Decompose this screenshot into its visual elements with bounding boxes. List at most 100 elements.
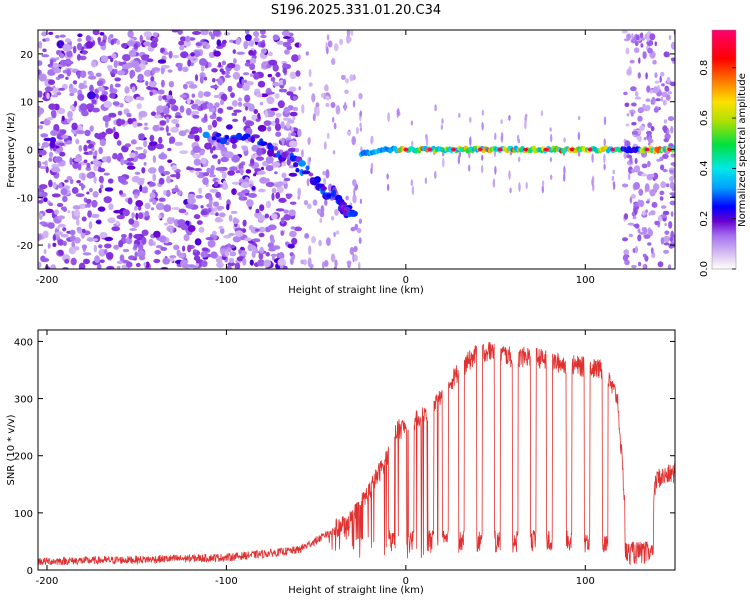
spectrogram-cell: [633, 165, 641, 173]
spectrogram-cell: [166, 95, 174, 100]
spectrogram-y-ticks: -20 -10 0 10 20: [17, 50, 675, 252]
spectrogram-cell: [639, 32, 644, 39]
spectrogram-cell: [286, 121, 290, 129]
spectrogram-cell: [603, 116, 607, 126]
spectrogram-cell: [103, 101, 113, 108]
spectrogram-cell: [230, 244, 236, 249]
spectrogram-cell: [634, 96, 642, 100]
spectrogram-cell: [60, 233, 69, 238]
spectrogram-cell: [143, 126, 149, 131]
spectrogram-cell: [643, 234, 651, 239]
spectrogram-cell: [458, 113, 461, 118]
spectrogram-cell: [651, 96, 656, 105]
spectrogram-cell: [56, 92, 62, 96]
spectrogram-cell: [637, 72, 641, 79]
spectrogram-cell: [289, 252, 294, 257]
spectrogram-cell: [668, 35, 672, 40]
spectrogram-cell: [210, 251, 218, 259]
spectrogram-cell: [88, 143, 94, 149]
spectrogram-cell: [58, 249, 64, 256]
spectrogram-cell: [288, 140, 298, 148]
spectrogram-cell: [291, 237, 298, 245]
spectrogram-cell: [240, 181, 250, 188]
spectrogram-cell: [120, 158, 125, 166]
spectrogram-cell: [220, 99, 224, 106]
spectrogram-cell: [267, 73, 273, 78]
spectrogram-cell: [43, 118, 51, 126]
spectrogram-cell: [285, 241, 290, 246]
spectrogram-cell: [58, 87, 66, 91]
spectrogram-cell: [550, 133, 553, 143]
spectrogram-cell: [494, 165, 497, 175]
spectrogram-cell: [631, 102, 637, 107]
spectrogram-cell: [49, 140, 56, 149]
spectrogram-cell: [194, 134, 200, 142]
spectrogram-cell: [113, 60, 118, 69]
spectrogram-cell: [182, 83, 188, 90]
spectrogram-cell: [649, 189, 656, 197]
spectrogram-cell: [89, 188, 93, 193]
spectrogram-cell: [133, 43, 139, 50]
spectrogram-cell: [295, 148, 299, 153]
spectrogram-cell: [249, 73, 254, 78]
spectrogram-cell: [242, 83, 250, 91]
spectrogram-cell: [288, 132, 292, 138]
spectrogram-cell: [258, 188, 266, 193]
spectrogram-cell: [63, 138, 68, 142]
spectrogram-cell: [99, 232, 108, 239]
spectrogram-cell: [56, 56, 60, 61]
spectrogram-cell: [141, 236, 147, 245]
spectrogram-cell: [193, 158, 202, 166]
spectrogram-cell: [127, 118, 133, 125]
spectrogram-cell: [267, 126, 272, 132]
spectrogram-cell: [178, 40, 185, 46]
spectrogram-cell: [56, 226, 61, 230]
spectrogram-cell: [272, 245, 281, 250]
spectrogram-cell: [210, 164, 215, 172]
snr-y-ticks: 0 100 200 300 400: [14, 337, 675, 577]
spectrogram-cell: [577, 131, 581, 141]
spectrogram-cell: [541, 185, 544, 194]
spectrogram-cell: [44, 86, 54, 92]
spectrogram-cell: [251, 250, 256, 258]
spectrogram-cell: [144, 202, 151, 210]
spectrogram-cell: [625, 47, 630, 55]
spectrogram-cell: [94, 150, 98, 157]
spectrogram-cell: [643, 137, 647, 141]
spectrogram-cell: [305, 165, 310, 171]
spectrogram-cell: [634, 90, 639, 97]
spectrogram-cell: [170, 126, 179, 133]
spectrogram-cell: [351, 136, 357, 146]
spectrogram-cell: [201, 247, 209, 252]
spectrogram-cell: [62, 227, 67, 232]
spectrogram-cell: [308, 69, 312, 77]
spectrogram-cell: [249, 259, 254, 266]
spectrogram-cell: [169, 174, 178, 178]
spectrogram-cell: [202, 172, 210, 177]
spectrogram-cell: [639, 125, 645, 131]
spectrogram-cell: [344, 89, 349, 95]
spectrogram-cell: [664, 230, 670, 235]
spectrogram-cell: [124, 86, 130, 94]
spectrogram-cell: [343, 101, 347, 112]
spectrogram-cell: [457, 155, 461, 165]
spectrogram-cell: [141, 54, 149, 61]
spectrogram-cell: [134, 171, 141, 175]
spectrogram-cell: [212, 230, 217, 236]
spectrogram-cell: [56, 202, 64, 208]
spectrogram-cell: [41, 31, 47, 37]
spectrogram-cell: [212, 119, 218, 128]
spectrogram-cell: [295, 167, 300, 173]
spectrogram-cell: [38, 73, 47, 82]
figure-title: S196.2025.331.01.20.C34: [271, 3, 441, 18]
spectrogram-cell: [468, 164, 471, 172]
spectrogram-cell: [202, 177, 209, 186]
spectrogram-cell: [663, 138, 669, 143]
spectrogram-cell: [141, 167, 146, 174]
spectrogram-cell: [179, 105, 185, 113]
spectrogram-cell: [543, 147, 549, 152]
spectrogram-cell: [230, 210, 238, 214]
spectrogram-cell: [270, 253, 278, 257]
spectrogram-cell: [69, 157, 73, 166]
spectrogram-cell: [138, 244, 144, 251]
